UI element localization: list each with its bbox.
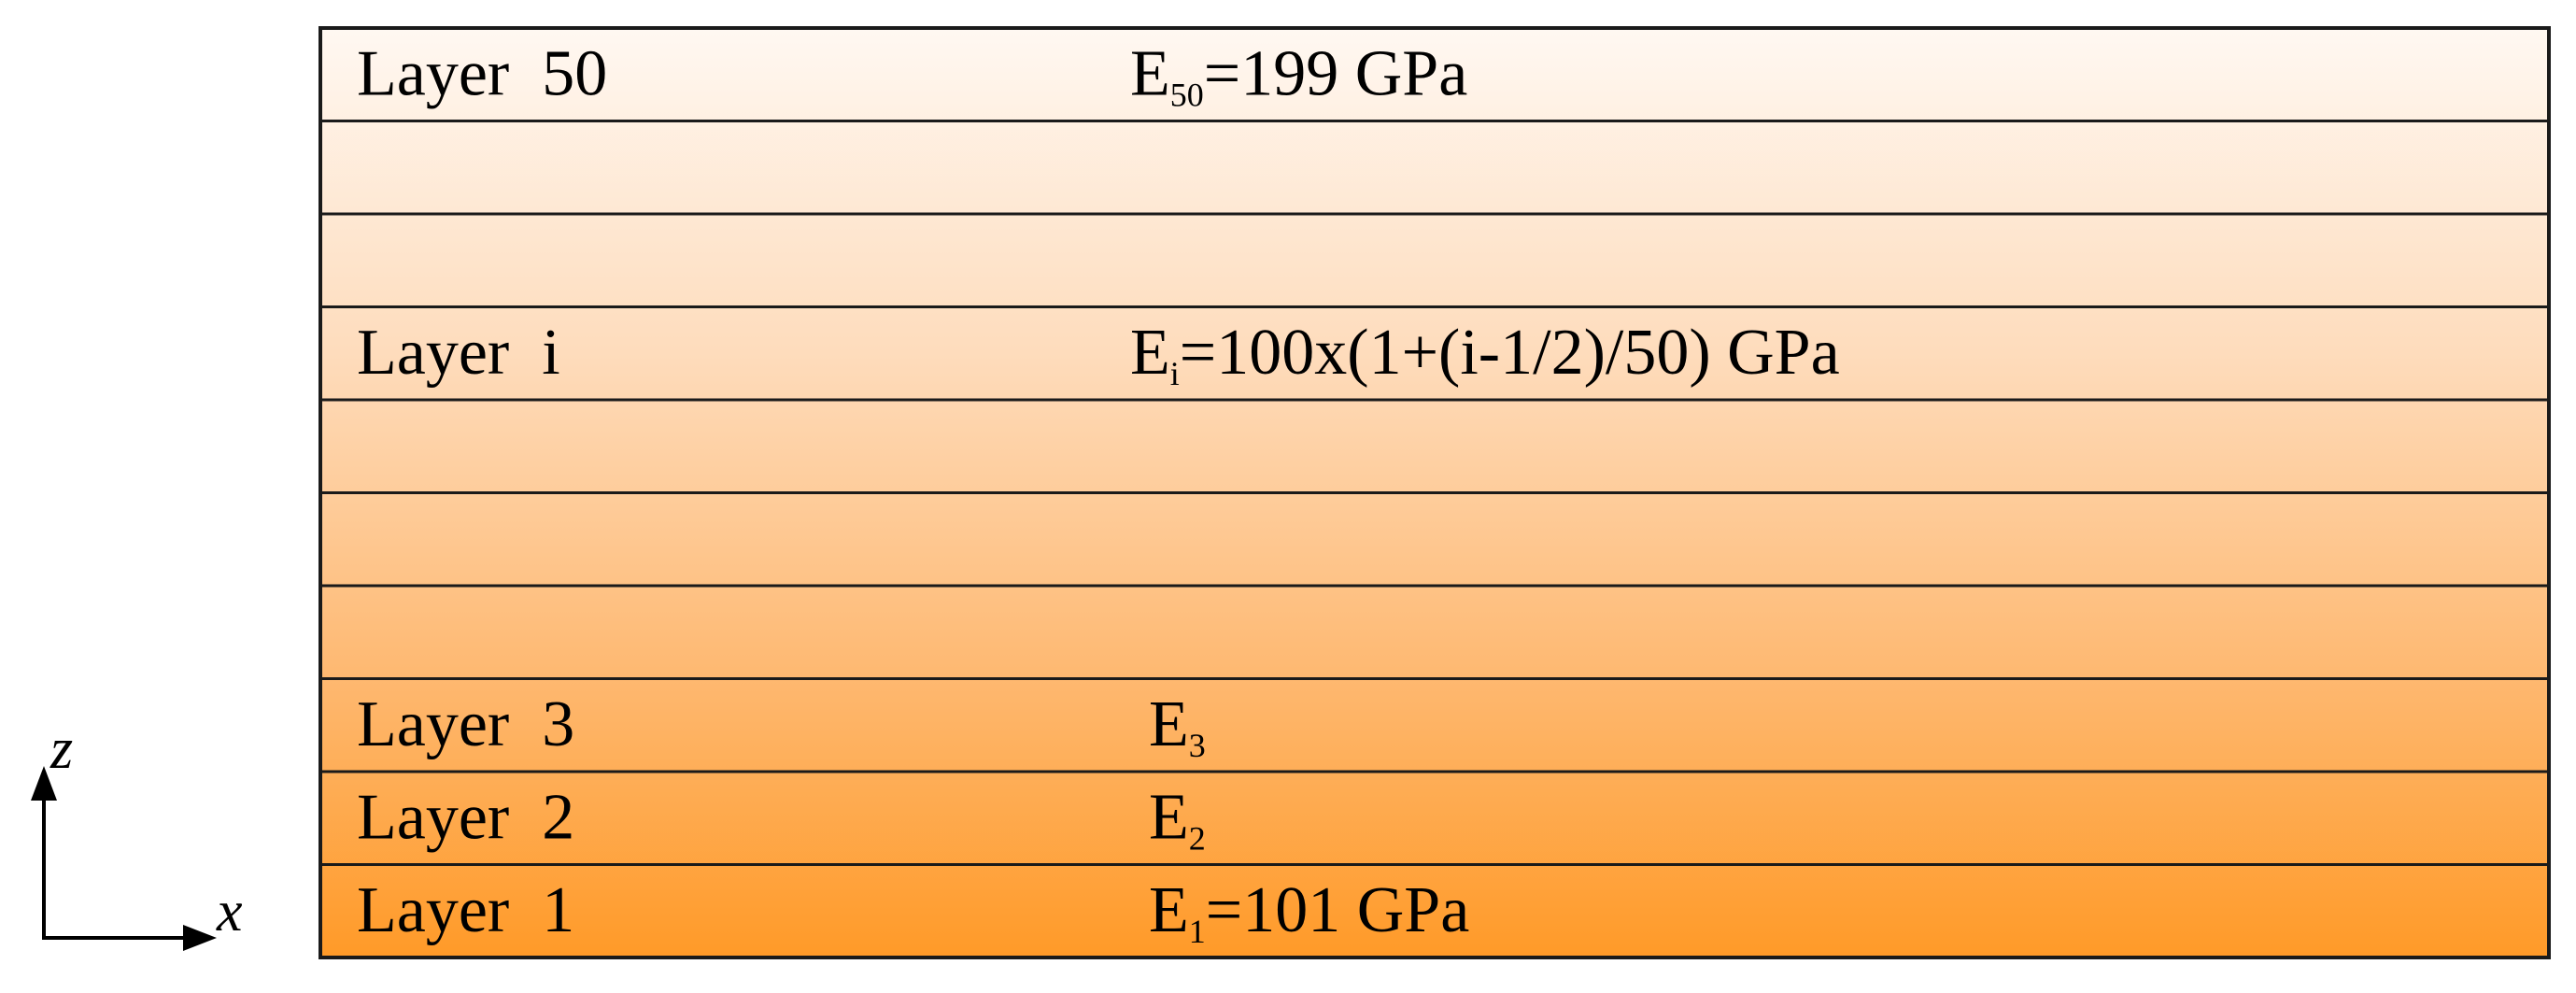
x-axis-label: x [216, 880, 243, 943]
modulus-value: =199 GPa [1204, 38, 1468, 110]
modulus-label: E50=199 GPa [1130, 38, 1467, 114]
layer-label: Layer 1 [357, 874, 574, 946]
layer-label: Layer i [357, 317, 560, 389]
modulus-symbol: E [1130, 38, 1170, 110]
x-axis-arrowhead [183, 925, 217, 951]
layer-label: Layer 50 [357, 38, 607, 110]
modulus-symbol: E [1149, 874, 1189, 946]
modulus-value: =100x(1+(i-1/2)/50) GPa [1180, 317, 1840, 389]
modulus-subscript: 1 [1189, 913, 1206, 950]
modulus-label: E1=101 GPa [1149, 874, 1469, 950]
modulus-subscript: 2 [1189, 820, 1206, 858]
modulus-symbol: E [1130, 317, 1170, 389]
z-axis-label: z [50, 717, 73, 781]
layer-separators [320, 120, 2549, 866]
modulus-value: =101 GPa [1206, 874, 1470, 946]
modulus-label: Ei=100x(1+(i-1/2)/50) GPa [1130, 317, 1840, 392]
z-axis-arrowhead [31, 766, 57, 801]
modulus-label: E3 [1149, 688, 1206, 764]
modulus-symbol: E [1149, 782, 1189, 854]
layer-label: Layer 2 [357, 782, 574, 854]
modulus-symbol: E [1149, 688, 1189, 760]
modulus-subscript: 3 [1189, 727, 1206, 764]
layer-label: Layer 3 [357, 688, 574, 760]
modulus-subscript: i [1170, 355, 1180, 392]
modulus-subscript: 50 [1170, 77, 1204, 114]
coordinate-axes: z x [31, 717, 243, 951]
modulus-label: E2 [1149, 782, 1206, 858]
